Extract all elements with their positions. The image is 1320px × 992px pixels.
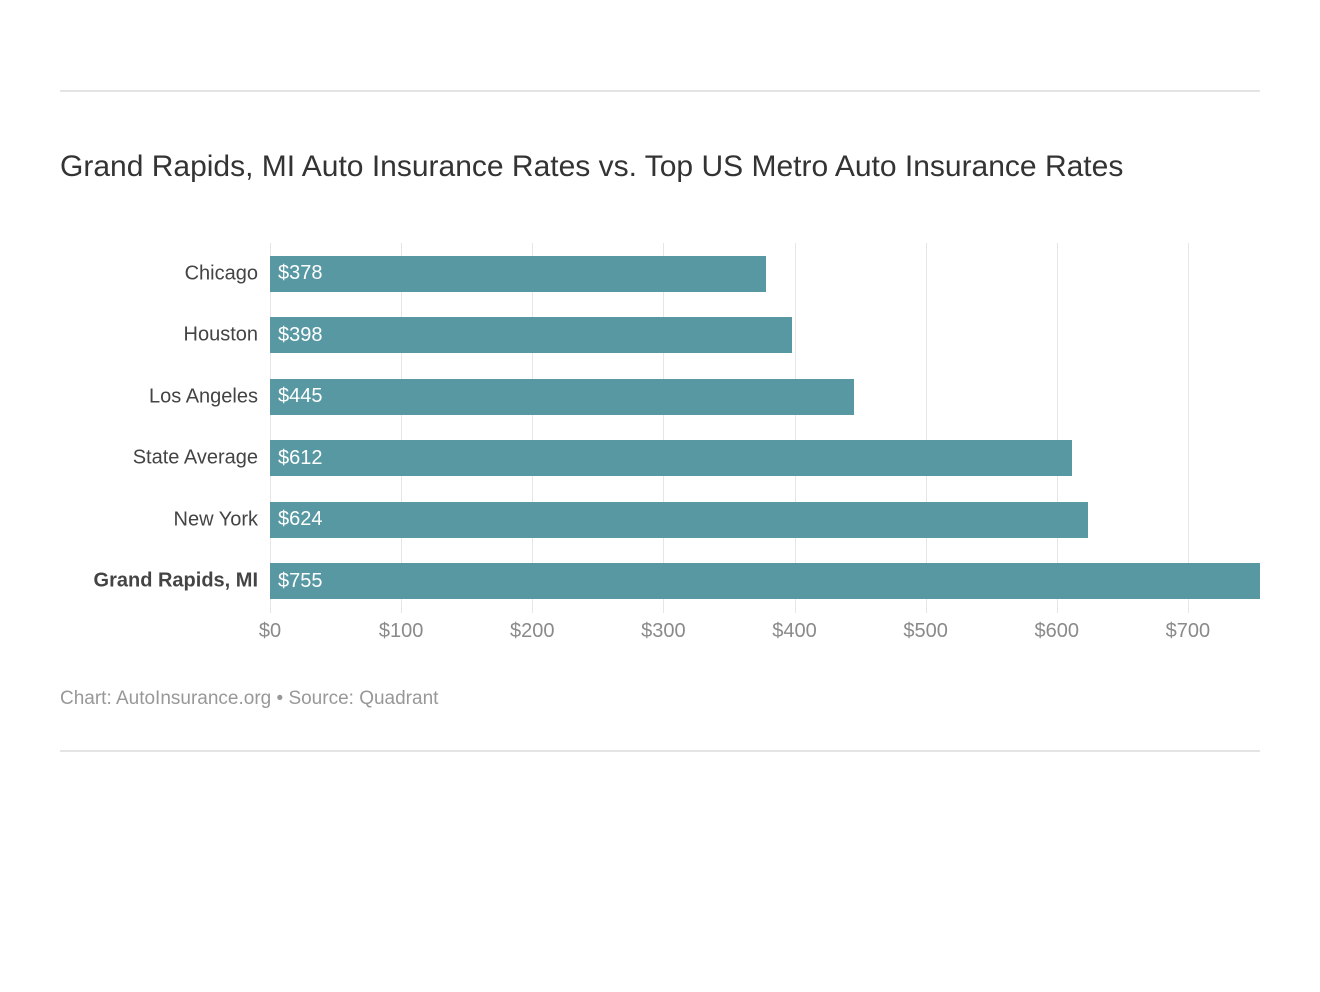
bar-value-label: $624 xyxy=(278,508,323,531)
category-label: New York xyxy=(174,508,271,531)
bar: $624 xyxy=(270,502,1088,538)
bar-row: Chicago$378 xyxy=(270,253,1260,295)
bar-value-label: $755 xyxy=(278,570,323,593)
chart-title: Grand Rapids, MI Auto Insurance Rates vs… xyxy=(60,147,1260,188)
category-label: Grand Rapids, MI xyxy=(94,570,270,593)
x-axis-label: $0 xyxy=(259,620,281,643)
x-axis-label: $100 xyxy=(379,620,424,643)
bar: $445 xyxy=(270,379,854,415)
x-axis-label: $600 xyxy=(1035,620,1080,643)
bar: $378 xyxy=(270,256,766,292)
category-label: Chicago xyxy=(185,262,270,285)
bar-row: State Average$612 xyxy=(270,437,1260,479)
divider-bottom xyxy=(60,750,1260,752)
x-axis-label: $200 xyxy=(510,620,555,643)
x-axis-label: $700 xyxy=(1166,620,1211,643)
bar-row: New York$624 xyxy=(270,499,1260,541)
bar: $755 xyxy=(270,563,1260,599)
bar-chart: $0$100$200$300$400$500$600$700Chicago$37… xyxy=(270,243,1260,643)
x-axis-label: $300 xyxy=(641,620,686,643)
bar-row: Los Angeles$445 xyxy=(270,376,1260,418)
bar-value-label: $398 xyxy=(278,324,323,347)
category-label: State Average xyxy=(133,447,270,470)
bar: $612 xyxy=(270,440,1072,476)
category-label: Houston xyxy=(184,324,271,347)
chart-source: Chart: AutoInsurance.org • Source: Quadr… xyxy=(60,688,1260,710)
category-label: Los Angeles xyxy=(149,385,270,408)
bars-container: Chicago$378 Houston$398 Los Angeles$445 Sta… xyxy=(270,253,1260,603)
bar-value-label: $378 xyxy=(278,262,323,285)
bar-row: Grand Rapids, MI$755 xyxy=(270,560,1260,602)
bar: $398 xyxy=(270,317,792,353)
x-axis-label: $500 xyxy=(903,620,948,643)
bar-value-label: $445 xyxy=(278,385,323,408)
x-axis-label: $400 xyxy=(772,620,817,643)
bar-row: Houston$398 xyxy=(270,314,1260,356)
divider-top xyxy=(60,90,1260,92)
bar-value-label: $612 xyxy=(278,447,323,470)
